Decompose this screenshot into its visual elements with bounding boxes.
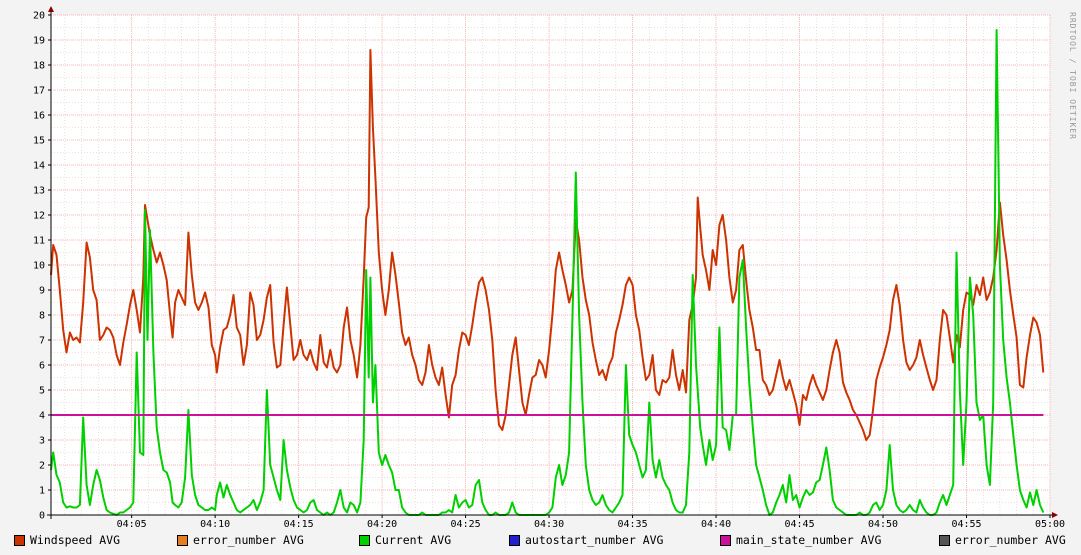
y-tick-label: 1 [39,486,45,497]
watermark: RRDTOOL / TOBI OETIKER [1068,12,1077,140]
y-tick-label: 13 [33,186,45,197]
x-tick-label: 04:20 [367,519,397,530]
y-tick-label: 6 [39,361,45,372]
x-tick-label: 04:30 [534,519,564,530]
x-tick-label: 04:45 [784,519,814,530]
y-tick-label: 5 [39,386,45,397]
y-tick-label: 9 [39,286,45,297]
y-tick-label: 2 [39,461,45,472]
legend-item: main_state_number AVG [720,533,881,547]
x-tick-label: 04:50 [868,519,898,530]
legend-item: Current AVG [359,533,451,547]
legend: Windspeed AVG error_number AVG Current AVG… [14,533,1074,551]
grid-major [51,14,1051,515]
legend-swatch [509,534,520,546]
x-tick-label: 04:35 [618,519,648,530]
x-tick-label: 05:00 [1035,519,1065,530]
legend-label: error_number AVG [955,533,1066,547]
y-tick-label: 15 [33,136,45,147]
x-tick-label: 04:40 [701,519,731,530]
y-tick-label: 7 [39,336,45,347]
x-tick-label: 04:05 [117,519,147,530]
legend-label: main_state_number AVG [736,533,882,547]
y-tick-label: 20 [33,11,45,22]
y-tick-label: 4 [39,411,45,422]
legend-label: Current AVG [375,533,452,547]
y-tick-label: 12 [33,211,45,222]
x-axis-arrow [1052,512,1058,518]
legend-item: autostart_number AVG [509,533,663,547]
legend-swatch [177,534,188,546]
legend-label: Windspeed AVG [30,533,121,547]
legend-swatch [939,534,950,546]
legend-swatch [14,534,25,546]
series-line-0 [50,49,1045,441]
legend-item: Windspeed AVG [14,533,120,547]
y-tick-label: 10 [33,261,45,272]
y-tick-label: 8 [39,311,45,322]
legend-item: error_number AVG [939,533,1066,547]
legend-swatch [720,534,731,546]
y-tick-label: 18 [33,61,45,72]
legend-label: error_number AVG [193,533,304,547]
y-axis-arrow [48,6,54,12]
y-tick-label: 16 [33,111,45,122]
y-tick-label: 14 [33,161,45,172]
y-tick-label: 0 [39,511,45,522]
y-tick-label: 3 [39,436,45,447]
y-tick-label: 11 [33,236,45,247]
legend-item: error_number AVG [177,533,304,547]
legend-label: autostart_number AVG [525,533,664,547]
x-ticks: 04:05 04:10 04:15 04:20 04:25 04:30 04:35 04:40… [117,515,1065,530]
x-tick-label: 04:10 [200,519,230,530]
y-tick-label: 17 [33,86,45,97]
y-tick-label: 19 [33,36,45,47]
x-tick-label: 04:55 [951,519,981,530]
x-tick-label: 04:25 [451,519,481,530]
x-tick-label: 04:15 [284,519,314,530]
legend-swatch [359,534,370,546]
